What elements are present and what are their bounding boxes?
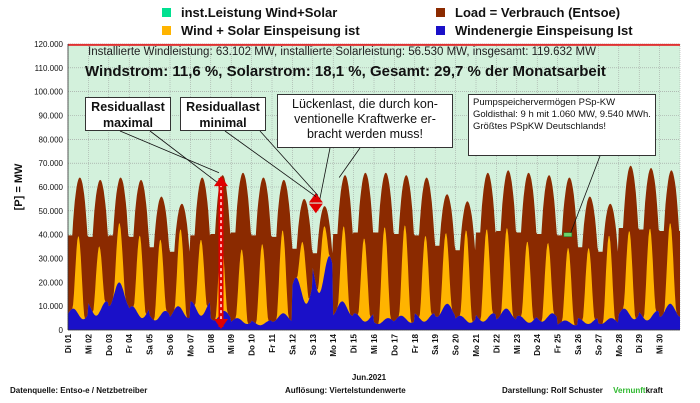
y-tick-label: 0 [59, 326, 64, 335]
annotation-residual-min: Residuallast minimal [180, 97, 266, 131]
x-tick-label: So 20 [452, 333, 461, 355]
y-tick-label: 120.000 [34, 40, 63, 49]
x-tick-label: Do 10 [248, 333, 257, 355]
x-tick-label: Mo 28 [615, 333, 624, 356]
x-tick-label: Mi 30 [656, 333, 665, 354]
x-tick-label: Di 29 [635, 333, 644, 353]
x-tick-label: Sa 05 [146, 333, 155, 354]
legend-swatch-load [436, 8, 445, 17]
x-tick-label: Sa 26 [574, 333, 583, 354]
footer-resolution: Auflösung: Viertelstundenwerte [285, 386, 406, 395]
legend: inst.Leistung Wind+Solar Load = Verbrauc… [0, 0, 700, 42]
callout-line-lueckenlast-b [338, 147, 361, 178]
header-installed-capacity: Installierte Windleistung: 63.102 MW, in… [88, 46, 596, 58]
x-tick-label: Fr 11 [268, 333, 277, 352]
y-tick-label: 50.000 [39, 207, 64, 216]
legend-item-wind: Windenergie Einspeisung Ist [436, 23, 633, 38]
legend-label-load: Load = Verbrauch (Entsoe) [455, 5, 621, 20]
x-tick-label: Mo 07 [186, 333, 195, 356]
callout-line-residual-min-b [259, 130, 319, 196]
footer-brand-b: kraft [645, 386, 663, 395]
x-tick-label: Do 17 [390, 333, 399, 355]
footer-brand-a: Vernunft [613, 386, 646, 395]
y-tick-label: 20.000 [39, 278, 64, 287]
callout-line-psp [570, 155, 601, 233]
legend-swatch-wind [436, 26, 445, 35]
callout-line-residual-min-a [224, 130, 317, 197]
y-tick-label: 70.000 [39, 159, 64, 168]
y-axis-label: [P] = MW [13, 163, 25, 210]
y-tick-label: 100.000 [34, 88, 63, 97]
x-tick-label: Di 01 [64, 333, 73, 353]
legend-item-installed: inst.Leistung Wind+Solar [162, 5, 337, 20]
x-tick-label: Do 24 [533, 333, 542, 355]
residual-max-arrow-head-bottom [214, 319, 228, 329]
x-tick-label: Di 08 [207, 333, 216, 353]
x-tick-label: Mi 09 [227, 333, 236, 354]
x-tick-label: Sa 19 [431, 333, 440, 354]
legend-swatch-installed [162, 8, 171, 17]
residual-max-arrow-head-top [214, 176, 228, 187]
x-tick-label: Do 03 [105, 333, 114, 355]
x-tick-label: Mo 21 [472, 333, 481, 356]
x-axis-label: Jun.2021 [352, 373, 387, 382]
x-tick-label: Fr 25 [554, 333, 563, 353]
y-tick-label: 40.000 [39, 231, 64, 240]
y-tick-label: 60.000 [39, 183, 64, 192]
residual-min-arrow-head-top [308, 192, 323, 203]
legend-label-windsolar: Wind + Solar Einspeisung ist [181, 23, 360, 38]
x-tick-label: Mi 02 [84, 333, 93, 354]
annotation-lueckenlast: Lückenlast, die durch kon-ventionelle Kr… [277, 94, 453, 148]
x-tick-label: So 13 [309, 333, 318, 355]
footer-author-label: Darstellung: Rolf Schuster [502, 386, 603, 395]
legend-swatch-windsolar [162, 26, 171, 35]
footer-brand: Vernunftkraft [613, 386, 663, 395]
legend-label-wind: Windenergie Einspeisung Ist [455, 23, 633, 38]
legend-item-windsolar: Wind + Solar Einspeisung ist [162, 23, 360, 38]
y-tick-label: 30.000 [39, 255, 64, 264]
y-tick-label: 10.000 [39, 302, 64, 311]
y-tick-label: 110.000 [35, 64, 64, 73]
x-tick-label: Di 22 [492, 333, 501, 353]
residual-min-arrow-head-bottom [308, 203, 323, 214]
x-tick-label: Fr 04 [125, 333, 134, 353]
legend-label-installed: inst.Leistung Wind+Solar [181, 5, 338, 20]
psp-marker [563, 232, 573, 237]
x-tick-label: Mi 16 [370, 333, 379, 354]
callout-line-residual-max-a [149, 130, 218, 183]
series-wind [68, 256, 680, 330]
x-tick-label: So 06 [166, 333, 175, 355]
y-tick-label: 80.000 [39, 135, 64, 144]
legend-item-load: Load = Verbrauch (Entsoe) [436, 5, 620, 20]
callout-line-residual-max-b [119, 130, 220, 174]
footer-author: Darstellung: Rolf Schuster Vernunftkraft [502, 386, 663, 395]
annotation-pumped-storage: Pumpspeichervermögen PSp-KW Goldisthal: … [468, 94, 656, 156]
x-tick-label: Di 15 [350, 333, 359, 353]
y-tick-label: 90.000 [39, 112, 64, 121]
header-share-summary: Windstrom: 11,6 %, Solarstrom: 18,1 %, G… [85, 63, 606, 80]
footer-source: Datenquelle: Entso-e / Netzbetreiber [10, 386, 148, 395]
x-tick-label: Sa 12 [288, 333, 297, 354]
x-tick-label: Mi 23 [513, 333, 522, 354]
annotation-residual-max: Residuallast maximal [85, 97, 171, 131]
x-tick-label: So 27 [594, 333, 603, 355]
x-tick-label: Fr 18 [411, 333, 420, 353]
callout-line-lueckenlast-a [319, 147, 331, 199]
x-tick-label: Mo 14 [329, 333, 338, 356]
